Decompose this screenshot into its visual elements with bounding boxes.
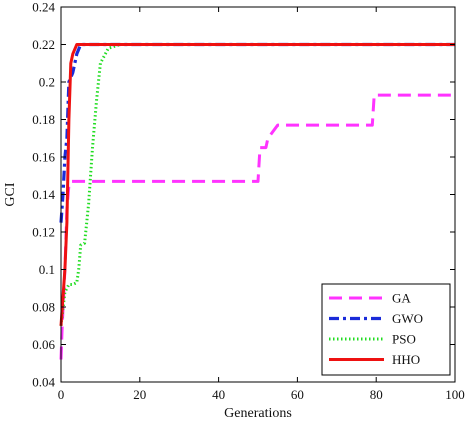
y-tick-label: 0.16 [32,150,55,165]
y-tick-label: 0.06 [32,337,55,352]
y-tick-label: 0.04 [32,375,55,390]
series-layer [59,42,455,360]
y-tick-label: 0.18 [32,112,55,127]
ticks-layer: 0 20 40 60 80 100 0.04 0.06 0.08 0.1 0.12 0.14 0.16 0… [32,0,465,402]
legend-label-ga: GA [392,291,411,306]
series-line-gwo [59,42,455,223]
y-tick-label: 0.08 [32,300,55,315]
y-tick-label: 0.1 [39,262,55,277]
x-tick-label: 40 [212,387,225,402]
legend-label-pso: PSO [392,332,416,347]
series-line-hho [59,43,455,326]
x-axis-label: Generations [224,406,292,421]
legend: GA GWO PSO HHO [321,283,451,376]
x-tick-label: 0 [58,387,65,402]
y-tick-label: 0.22 [32,37,55,52]
x-tick-label: 20 [133,387,146,402]
legend-label-hho: HHO [392,352,420,367]
x-tick-label: 100 [445,387,465,402]
y-tick-label: 0.12 [32,225,55,240]
y-tick-label: 0.2 [39,75,55,90]
y-axis-label: GCI [3,182,18,206]
series-line-pso [59,43,455,326]
x-tick-label: 60 [291,387,304,402]
y-tick-label: 0.14 [32,187,55,202]
legend-label-gwo: GWO [392,311,423,326]
x-tick-label: 80 [370,387,383,402]
y-tick-label: 0.24 [32,0,55,15]
